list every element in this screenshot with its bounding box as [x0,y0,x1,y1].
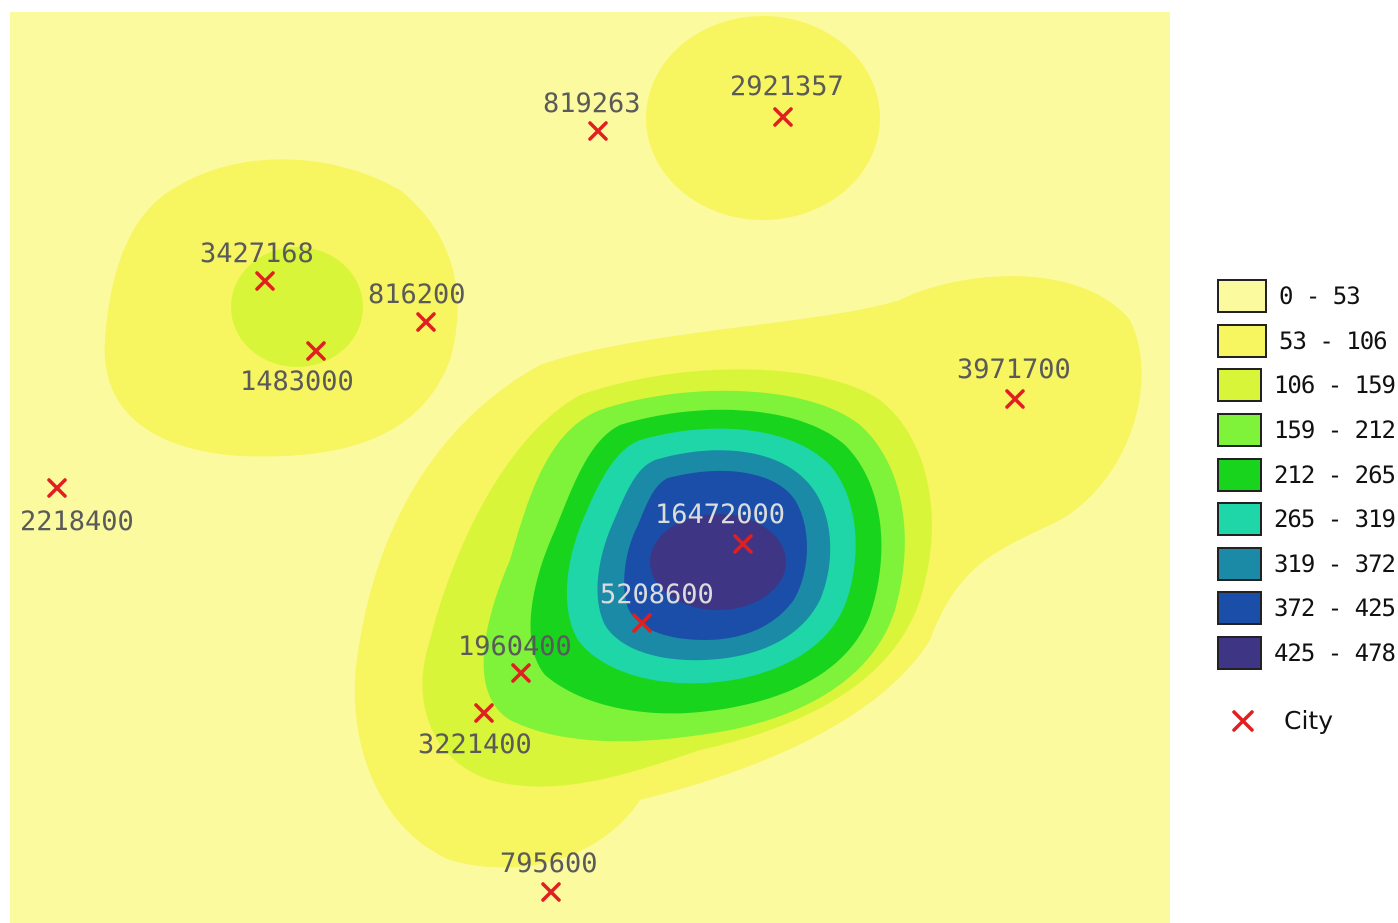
legend-swatch [1217,323,1267,358]
red-x-icon [255,271,275,291]
red-x-icon [632,613,652,633]
legend-label: 319 - 372 [1273,549,1396,578]
legend-label: 212 - 265 [1273,460,1396,489]
contour-zone-425-478 [650,514,786,610]
city-label: 16472000 [655,499,785,530]
legend-row: 372 - 425 [1217,586,1396,631]
legend-label: 159 - 212 [1273,416,1396,445]
legend-swatch [1217,457,1262,492]
legend-city-entry: City [1230,706,1333,735]
city-label: 816200 [368,279,466,310]
city-marker [474,703,494,723]
red-x-icon [1005,389,1025,409]
city-marker [255,271,275,291]
legend-row: 159 - 212 [1217,408,1396,453]
city-marker [1005,389,1025,409]
legend-swatch [1217,279,1267,314]
contour-zone-53-106-northeast [646,16,880,220]
legend-city-label: City [1284,706,1333,735]
city-marker [733,534,753,554]
city-marker [306,341,326,361]
red-x-icon [1232,709,1254,732]
legend-label: 265 - 319 [1273,505,1396,534]
legend-label: 0 - 53 [1279,282,1361,311]
red-x-icon [511,663,531,683]
contour-zone-106-159-northwest [231,247,363,367]
red-x-icon [306,341,326,361]
density-contours [104,16,1142,868]
city-label: 819263 [543,88,641,119]
red-x-icon [733,534,753,554]
legend-row: 53 - 106 [1217,319,1395,364]
legend-row: 319 - 372 [1217,542,1396,587]
city-label: 5208600 [600,579,714,610]
city-label: 3221400 [418,729,532,760]
city-marker [773,107,793,127]
red-x-icon [416,312,436,332]
legend-row: 212 - 265 [1217,452,1396,497]
legend-row: 425 - 478 [1217,631,1396,676]
legend-row: 0 - 53 [1217,274,1395,319]
legend-swatch [1217,368,1262,403]
red-x-icon [773,107,793,127]
city-marker [47,478,67,498]
legend-swatch [1217,502,1262,537]
legend-swatch [1217,413,1262,448]
city-label: 2218400 [20,506,134,537]
city-label: 1960400 [458,631,572,662]
city-label: 3971700 [957,354,1071,385]
legend-label: 106 - 159 [1273,371,1396,400]
city-label: 3427168 [200,238,314,269]
city-marker [588,121,608,141]
legend-label: 372 - 425 [1273,594,1396,623]
red-x-icon [541,882,561,902]
legend-swatch [1217,546,1262,581]
legend-label: 53 - 106 [1279,326,1388,355]
red-x-icon [47,478,67,498]
city-label: 1483000 [240,366,354,397]
legend-swatch [1217,591,1262,626]
city-label: 795600 [500,848,598,879]
legend-label: 425 - 478 [1273,639,1396,668]
city-marker [416,312,436,332]
red-x-icon [474,703,494,723]
legend-row: 265 - 319 [1217,497,1396,542]
legend: 0 - 53 53 - 106 106 - 159 159 - 212 212 - 26… [1217,274,1396,676]
city-marker [541,882,561,902]
legend-swatch [1217,636,1262,671]
legend-row: 106 - 159 [1217,363,1396,408]
city-marker [632,613,652,633]
legend-classes: 0 - 53 53 - 106 106 - 159 159 - 212 212 - 26… [1217,274,1396,676]
red-x-icon [588,121,608,141]
city-marker [511,663,531,683]
city-label: 2921357 [730,71,844,102]
cities-layer: 819263 2921357 3427168 816200 1483000 3971700… [20,71,1071,902]
